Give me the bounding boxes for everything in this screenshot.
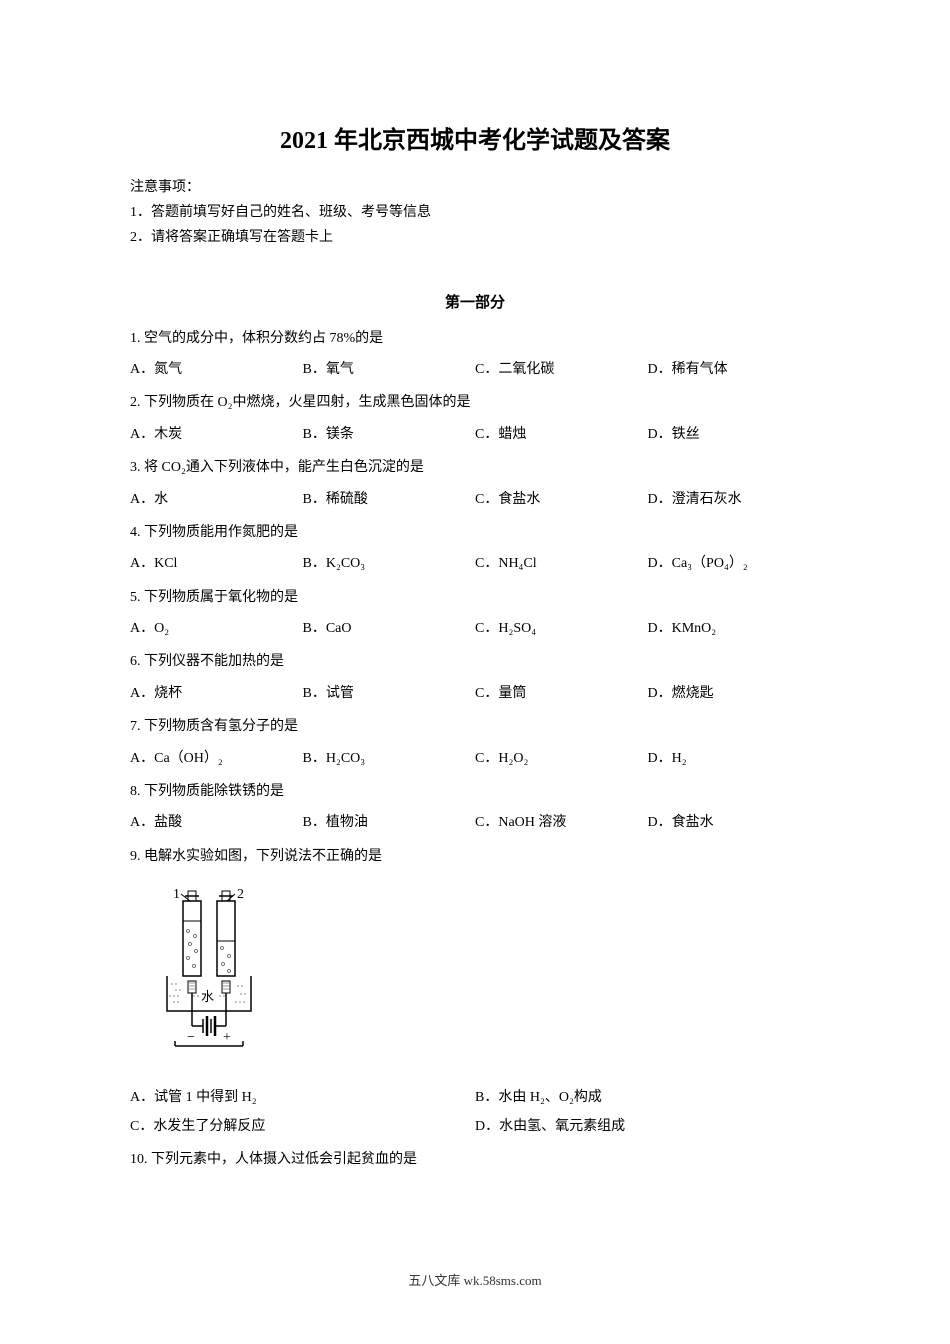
option-d: D．水由氢、氧元素组成: [475, 1112, 820, 1141]
option-a: A．KCl: [130, 549, 303, 578]
options-row: A．KCl B．K₂CO₃ C．NH₄Cl D．Ca₃（PO₄）₂: [130, 549, 820, 578]
option-d: D．澄清石灰水: [648, 485, 821, 514]
notice-header: 注意事项：: [130, 175, 820, 200]
option-b: B．K₂CO₃: [303, 549, 476, 578]
question-text: 2. 下列物质在 O₂中燃烧，火星四射，生成黑色固体的是: [130, 388, 820, 417]
option-d: D．Ca₃（PO₄）₂: [648, 549, 821, 578]
question-1: 1. 空气的成分中，体积分数约占 78%的是 A．氮气 B．氧气 C．二氧化碳 …: [130, 324, 820, 385]
options-row: A．Ca（OH）₂ B．H₂CO₃ C．H₂O₂ D．H₂: [130, 744, 820, 773]
option-b: B．稀硫酸: [303, 485, 476, 514]
option-c: C．NaOH 溶液: [475, 808, 648, 837]
option-a: A．烧杯: [130, 679, 303, 708]
option-d: D．稀有气体: [648, 355, 821, 384]
diagram-svg: 1 2: [155, 886, 265, 1056]
question-text: 3. 将 CO₂通入下列液体中，能产生白色沉淀的是: [130, 453, 820, 482]
option-b: B．植物油: [303, 808, 476, 837]
notice-line1: 1．答题前填写好自己的姓名、班级、考号等信息: [130, 200, 820, 225]
question-7: 7. 下列物质含有氢分子的是 A．Ca（OH）₂ B．H₂CO₃ C．H₂O₂ …: [130, 712, 820, 773]
svg-text:+: +: [223, 1030, 231, 1045]
page-footer: 五八文库 wk.58sms.com: [0, 1270, 950, 1289]
question-10: 10. 下列元素中，人体摄入过低会引起贫血的是: [130, 1145, 820, 1174]
option-b: B．试管: [303, 679, 476, 708]
option-c: C．二氧化碳: [475, 355, 648, 384]
option-c: C．NH₄Cl: [475, 549, 648, 578]
option-c: C．水发生了分解反应: [130, 1112, 475, 1141]
option-c: C．食盐水: [475, 485, 648, 514]
svg-text:1: 1: [173, 887, 180, 902]
option-a: A．氮气: [130, 355, 303, 384]
question-text: 8. 下列物质能除铁锈的是: [130, 777, 820, 806]
options-row: A．O₂ B．CaO C．H₂SO₄ D．KMnO₂: [130, 614, 820, 643]
question-text: 4. 下列物质能用作氮肥的是: [130, 518, 820, 547]
option-d: D．食盐水: [648, 808, 821, 837]
options-row: A．烧杯 B．试管 C．量筒 D．燃烧匙: [130, 679, 820, 708]
question-9: 9. 电解水实验如图，下列说法不正确的是 1 2: [130, 842, 820, 1142]
option-c: C．量筒: [475, 679, 648, 708]
question-text: 5. 下列物质属于氧化物的是: [130, 583, 820, 612]
option-a: A．水: [130, 485, 303, 514]
question-text: 7. 下列物质含有氢分子的是: [130, 712, 820, 741]
notice-line2: 2．请将答案正确填写在答题卡上: [130, 225, 820, 250]
option-a: A．Ca（OH）₂: [130, 744, 303, 773]
question-5: 5. 下列物质属于氧化物的是 A．O₂ B．CaO C．H₂SO₄ D．KMnO…: [130, 583, 820, 644]
option-b: B．H₂CO₃: [303, 744, 476, 773]
options-row: A．氮气 B．氧气 C．二氧化碳 D．稀有气体: [130, 355, 820, 384]
notice-section: 注意事项： 1．答题前填写好自己的姓名、班级、考号等信息 2．请将答案正确填写在…: [130, 175, 820, 251]
option-a: A．O₂: [130, 614, 303, 643]
question-text: 6. 下列仪器不能加热的是: [130, 647, 820, 676]
question-text: 10. 下列元素中，人体摄入过低会引起贫血的是: [130, 1145, 820, 1174]
page-title: 2021 年北京西城中考化学试题及答案: [130, 120, 820, 155]
option-b: B．氧气: [303, 355, 476, 384]
option-c: C．蜡烛: [475, 420, 648, 449]
option-a: A．木炭: [130, 420, 303, 449]
svg-text:2: 2: [237, 887, 244, 902]
option-a: A．试管 1 中得到 H₂: [130, 1083, 475, 1112]
option-c: C．H₂SO₄: [475, 614, 648, 643]
option-d: D．铁丝: [648, 420, 821, 449]
question-text: 9. 电解水实验如图，下列说法不正确的是: [130, 842, 820, 871]
question-8: 8. 下列物质能除铁锈的是 A．盐酸 B．植物油 C．NaOH 溶液 D．食盐水: [130, 777, 820, 838]
svg-text:水: 水: [201, 989, 214, 1004]
question-4: 4. 下列物质能用作氮肥的是 A．KCl B．K₂CO₃ C．NH₄Cl D．C…: [130, 518, 820, 579]
options-row: A．水 B．稀硫酸 C．食盐水 D．澄清石灰水: [130, 485, 820, 514]
section-title: 第一部分: [130, 291, 820, 312]
question-text: 1. 空气的成分中，体积分数约占 78%的是: [130, 324, 820, 353]
question-3: 3. 将 CO₂通入下列液体中，能产生白色沉淀的是 A．水 B．稀硫酸 C．食盐…: [130, 453, 820, 514]
option-b: B．水由 H₂、O₂构成: [475, 1083, 820, 1112]
options-row: A．试管 1 中得到 H₂ B．水由 H₂、O₂构成 C．水发生了分解反应 D．…: [130, 1083, 820, 1142]
option-c: C．H₂O₂: [475, 744, 648, 773]
question-2: 2. 下列物质在 O₂中燃烧，火星四射，生成黑色固体的是 A．木炭 B．镁条 C…: [130, 388, 820, 449]
option-d: D．KMnO₂: [648, 614, 821, 643]
options-row: A．盐酸 B．植物油 C．NaOH 溶液 D．食盐水: [130, 808, 820, 837]
question-6: 6. 下列仪器不能加热的是 A．烧杯 B．试管 C．量筒 D．燃烧匙: [130, 647, 820, 708]
svg-text:−: −: [187, 1030, 195, 1045]
option-b: B．镁条: [303, 420, 476, 449]
option-a: A．盐酸: [130, 808, 303, 837]
option-b: B．CaO: [303, 614, 476, 643]
option-d: D．燃烧匙: [648, 679, 821, 708]
options-row: A．木炭 B．镁条 C．蜡烛 D．铁丝: [130, 420, 820, 449]
electrolysis-diagram: 1 2: [155, 886, 820, 1067]
option-d: D．H₂: [648, 744, 821, 773]
